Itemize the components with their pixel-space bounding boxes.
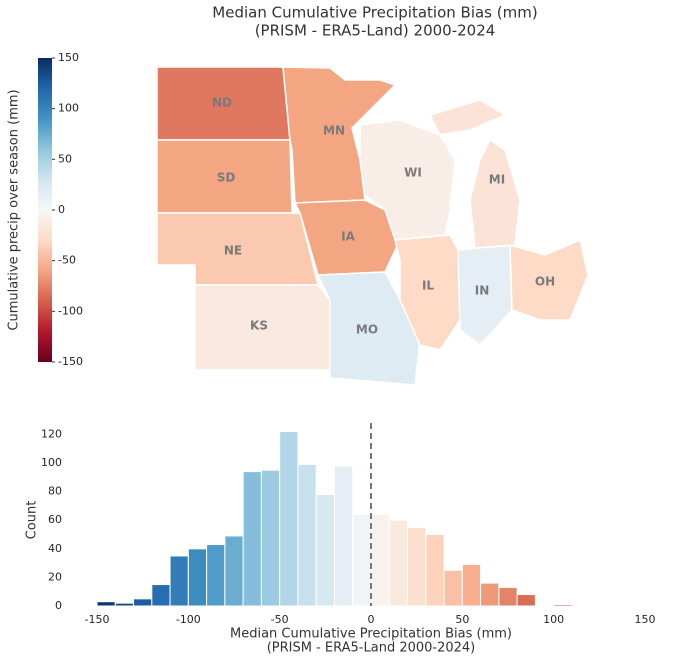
state-region <box>394 234 461 351</box>
y-tick-label: 80 <box>48 485 62 498</box>
state-label: SD <box>217 171 236 185</box>
y-tick-label: 40 <box>48 542 62 555</box>
chart-subtitle: (PRISM - ERA5-Land) 2000-2024 <box>255 22 496 40</box>
state-label: IN <box>475 284 490 298</box>
colorbar-tick-label: -50 <box>58 254 76 267</box>
state-region <box>293 199 401 276</box>
x-axis-label: Median Cumulative Precipitation Bias (mm… <box>230 627 512 642</box>
state-label: IA <box>341 230 355 244</box>
histogram-bar <box>133 598 153 607</box>
histogram-bar <box>187 548 208 607</box>
histogram-bar <box>260 469 281 607</box>
state-label: NE <box>224 244 242 258</box>
colorbar-tick-label: -100 <box>58 304 83 317</box>
y-tick-label: 0 <box>55 599 62 612</box>
histogram-bar <box>553 604 573 607</box>
histogram-bar <box>114 602 135 607</box>
histogram-bar <box>480 582 500 607</box>
y-tick-label: 20 <box>48 570 62 583</box>
x-tick-label: 50 <box>455 613 469 626</box>
state-region <box>428 99 507 136</box>
histogram-bar <box>242 471 262 607</box>
state-label: ND <box>212 96 232 110</box>
x-tick-label: -50 <box>271 613 289 626</box>
state-region <box>282 66 397 204</box>
histogram-bar <box>461 564 482 607</box>
state-label: WI <box>404 166 422 180</box>
colorbar <box>38 58 52 362</box>
histogram-bar <box>297 463 317 607</box>
chart-title: Median Cumulative Precipitation Bias (mm… <box>212 4 537 22</box>
colorbar-label: Cumulative precip over season (mm) <box>7 89 22 330</box>
state-label: OH <box>535 275 555 289</box>
histogram-bar <box>352 514 372 607</box>
histogram-bar <box>516 594 536 607</box>
histogram-bar <box>224 535 244 607</box>
y-tick-label: 120 <box>41 427 62 440</box>
x-tick-label: 150 <box>635 613 656 626</box>
y-tick-label: 60 <box>48 513 62 526</box>
histogram-bar <box>206 544 226 607</box>
x-tick-label: 0 <box>368 613 375 626</box>
histogram-bar <box>425 534 445 607</box>
histogram-bar <box>169 555 189 607</box>
histogram-bar <box>333 465 354 607</box>
state-label: MI <box>489 173 505 187</box>
colorbar-tick-label: 50 <box>58 152 72 165</box>
histogram-bar <box>407 526 427 607</box>
histogram-bar <box>315 493 335 607</box>
state-label: IL <box>422 279 434 293</box>
state-label: MN <box>323 124 345 138</box>
state-label: MO <box>356 323 378 337</box>
x-tick-label: -100 <box>176 613 201 626</box>
histogram-bar <box>498 586 518 607</box>
state-label: KS <box>250 319 268 333</box>
colorbar-tick-label: 150 <box>58 51 79 64</box>
y-tick-label: 100 <box>41 456 62 469</box>
colorbar-tick-label: 100 <box>58 102 79 115</box>
state-region <box>316 271 421 386</box>
colorbar-tick-label: 0 <box>58 203 65 216</box>
state-region <box>469 138 521 249</box>
histogram-bar <box>370 514 390 607</box>
histogram-bar <box>388 519 409 607</box>
colorbar-tick-label: -150 <box>58 355 83 368</box>
y-axis-label: Count <box>25 501 40 540</box>
histogram-bar <box>96 601 116 607</box>
histogram-bar <box>443 569 463 607</box>
x-axis-label: (PRISM - ERA5-Land 2000-2024) <box>267 641 476 656</box>
histogram-bar <box>279 431 299 607</box>
histogram-bar <box>151 584 171 607</box>
x-tick-label: 100 <box>543 613 564 626</box>
state-region <box>509 238 589 321</box>
x-tick-label: -150 <box>85 613 110 626</box>
